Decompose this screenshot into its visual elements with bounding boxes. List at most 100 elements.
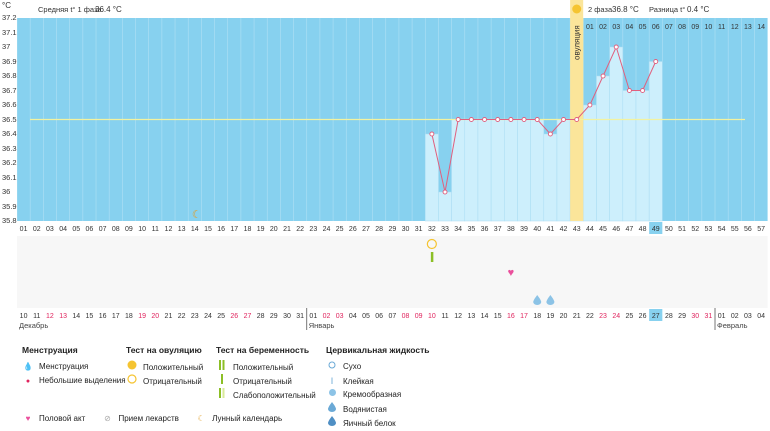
calendar-date-label: 15 — [494, 313, 502, 320]
phase2-label: 2 фаза — [588, 5, 613, 14]
temperature-point — [613, 44, 619, 50]
y-tick-label: 36.2 — [2, 158, 17, 167]
y-tick-label: 36.5 — [2, 114, 17, 124]
phase2-day-label: 14 — [757, 24, 765, 31]
cycle-day-label: 55 — [731, 226, 739, 233]
positive-circle-icon — [126, 360, 138, 375]
legend-item: Сухо — [343, 362, 362, 371]
today-date-highlight — [649, 309, 663, 321]
positive-strip-icon — [216, 360, 228, 375]
calendar-date-label: 26 — [639, 313, 647, 320]
legend-pregnancy-test: Тест на беременность Положительный Отриц… — [216, 345, 316, 402]
pregnancy-test-negative-icon — [430, 252, 434, 262]
ovulation-label: овуляция — [573, 25, 582, 60]
y-tick-label: 36.7 — [2, 85, 17, 95]
y-tick-label: 37 — [2, 42, 11, 51]
temperature-bar — [583, 104, 597, 222]
calendar-date-label: 05 — [362, 313, 370, 320]
cycle-day-label: 56 — [744, 226, 752, 233]
legend-title: Тест на овуляцию — [126, 345, 202, 355]
today-highlight — [649, 222, 663, 234]
heart-icon: ♥ — [508, 267, 515, 279]
cycle-day-label: 41 — [546, 226, 554, 233]
calendar-date-label: 03 — [744, 313, 752, 320]
temperature-point — [600, 73, 606, 79]
phase2-day-label: 09 — [691, 24, 699, 31]
calendar-date-label: 16 — [507, 313, 515, 320]
temperature-bar — [609, 46, 624, 222]
calendar-date-label: 17 — [520, 313, 528, 320]
cycle-day-label: 39 — [520, 226, 528, 233]
legend-item: Лунный календарь — [212, 414, 283, 423]
calendar-date-label: 20 — [560, 313, 568, 320]
calendar-date-label: 13 — [59, 313, 67, 320]
cycle-day-label: 34 — [454, 226, 462, 233]
sticky-icon: I — [330, 376, 334, 386]
small-drop-icon: ● — [25, 378, 31, 385]
temperature-point — [534, 117, 540, 122]
cycle-day-label: 13 — [178, 226, 186, 233]
calendar-date-label: 06 — [375, 313, 383, 320]
phase2-day-label: 08 — [678, 24, 686, 31]
y-tick-label: 36.1 — [2, 172, 17, 182]
cycle-day-label: 33 — [441, 226, 449, 233]
calendar-date-label: 20 — [151, 313, 159, 320]
ovulation-column — [570, 0, 584, 221]
cycle-day-label: 02 — [33, 226, 41, 233]
cycle-day-label: 03 — [46, 226, 54, 233]
phase2-day-label: 11 — [718, 24, 725, 31]
phase1-label: Средняя t° 1 фаза — [38, 5, 102, 14]
calendar-date-label: 14 — [72, 313, 80, 320]
cycle-day-label: 52 — [691, 226, 699, 233]
phase2-value: 36.8 °C — [612, 5, 639, 14]
phase2-day-label: 12 — [731, 24, 739, 31]
cycle-day-label: 40 — [533, 226, 541, 233]
temperature-bar — [556, 119, 571, 222]
cycle-day-label: 28 — [375, 226, 383, 233]
calendar-date-label: 07 — [388, 313, 396, 320]
pill-icon: ⊘ — [104, 414, 111, 423]
calendar-date-label: 12 — [454, 313, 462, 320]
calendar-date-label: 19 — [546, 313, 554, 320]
calendar-date-label: 09 — [415, 313, 423, 320]
temperature-point — [442, 189, 448, 195]
y-tick-label: 35.9 — [2, 201, 17, 211]
cycle-day-label: 22 — [296, 226, 304, 233]
cycle-day-label: 38 — [507, 226, 515, 233]
cycle-day-label: 44 — [586, 226, 594, 233]
phase2-day-label: 02 — [599, 24, 607, 31]
calendar-date-label: 30 — [691, 313, 699, 320]
y-tick-label: 35.8 — [2, 216, 17, 225]
calendar-date-label: 31 — [705, 313, 713, 320]
legend-item: Отрицательный — [143, 377, 202, 386]
legend-title: Цервикальная жидкость — [326, 345, 430, 355]
weak-strip-icon — [216, 388, 228, 403]
diff-value: 0.4 °C — [687, 5, 710, 14]
calendar-date-label: 17 — [112, 313, 120, 320]
cycle-day-label: 21 — [283, 226, 291, 233]
cycle-day-label: 45 — [599, 226, 607, 233]
calendar-date-label: 04 — [349, 313, 357, 320]
calendar-date-label: 21 — [165, 313, 173, 320]
y-tick-label: 36.4 — [2, 129, 17, 138]
calendar-date-label: 04 — [757, 313, 765, 320]
calendar-date-label: 28 — [257, 313, 265, 320]
moon-icon: ☾ — [192, 209, 202, 221]
temperature-bar — [504, 119, 518, 222]
temperature-point — [587, 102, 593, 108]
temperature-bar — [648, 61, 663, 222]
temperature-point — [626, 88, 632, 93]
cycle-day-label: 47 — [626, 226, 634, 233]
cycle-day-label: 14 — [191, 226, 199, 233]
calendar-date-label: 23 — [599, 313, 607, 320]
cycle-day-label: 43 — [573, 226, 581, 233]
temperature-point — [508, 117, 514, 122]
bbt-chart: овуляция 01 02 03 04 05 06 07 08 09 10 11 12 13 14 Сред… — [16, 0, 768, 330]
calendar-date-label: 02 — [323, 313, 331, 320]
heart-icon: ♥ — [25, 414, 31, 423]
temperature-bar — [451, 119, 466, 222]
legend-item: Прием лекарств — [118, 414, 179, 423]
temperature-bar — [517, 119, 531, 222]
unit-label: °C — [2, 1, 11, 10]
calendar-date-label: 03 — [336, 313, 344, 320]
